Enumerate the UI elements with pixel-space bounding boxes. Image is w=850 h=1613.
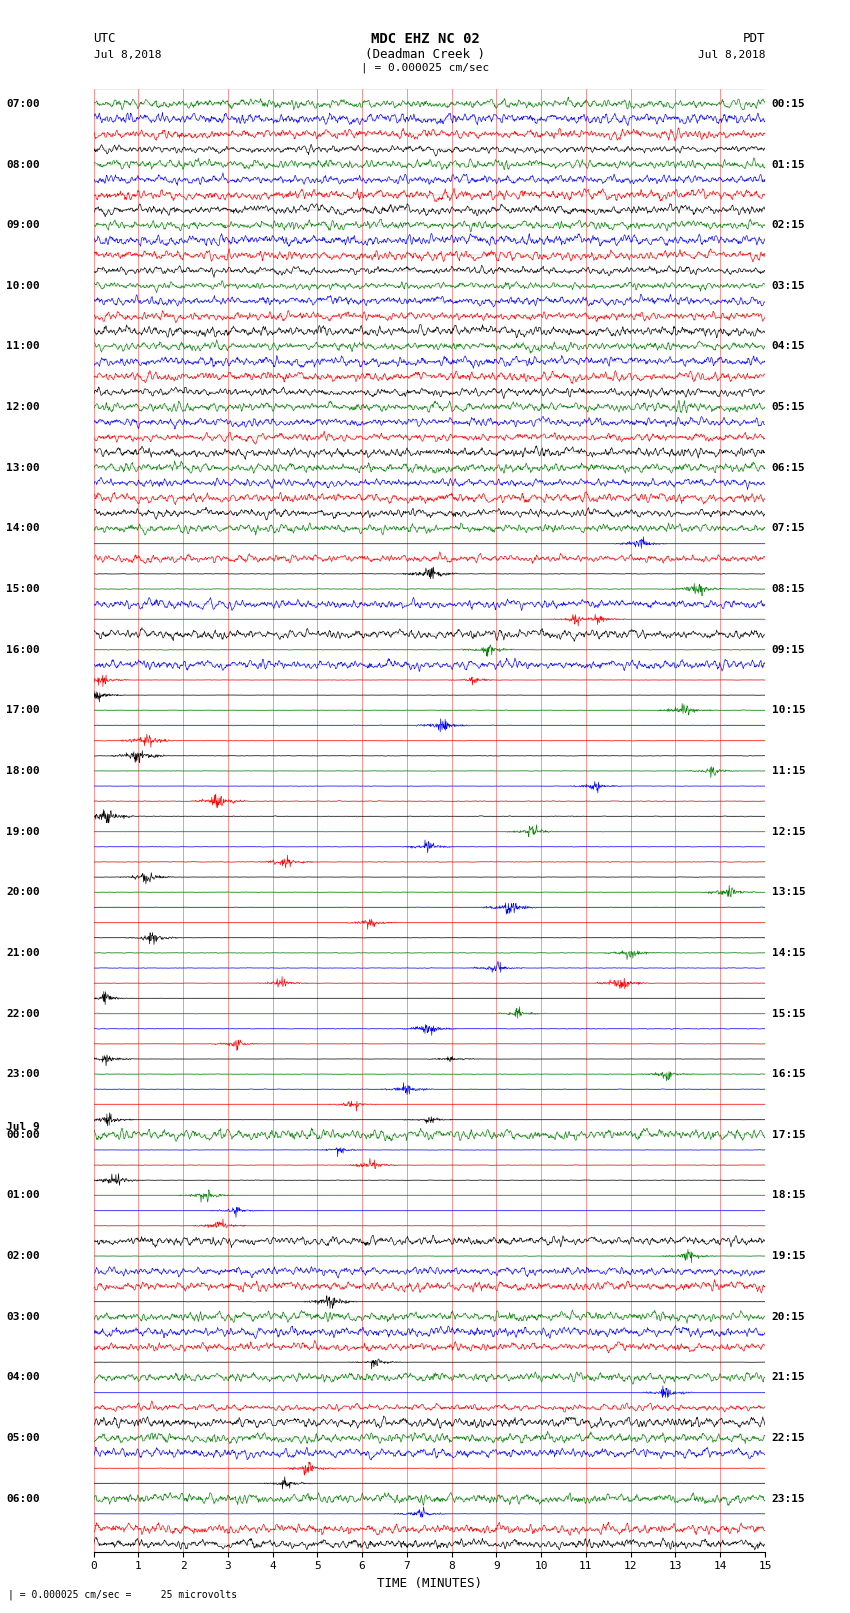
Text: 17:15: 17:15 [772,1129,806,1140]
Text: 12:15: 12:15 [772,826,806,837]
Text: 20:15: 20:15 [772,1311,806,1321]
Text: 23:00: 23:00 [6,1069,40,1079]
Text: 05:00: 05:00 [6,1432,40,1444]
Text: 19:00: 19:00 [6,826,40,837]
Text: 09:15: 09:15 [772,645,806,655]
Text: 20:00: 20:00 [6,887,40,897]
Text: 03:00: 03:00 [6,1311,40,1321]
Text: 16:00: 16:00 [6,645,40,655]
Text: 22:00: 22:00 [6,1008,40,1018]
Text: 00:00: 00:00 [6,1129,40,1140]
Text: 13:00: 13:00 [6,463,40,473]
Text: 03:15: 03:15 [772,281,806,290]
Text: 05:15: 05:15 [772,402,806,411]
Text: 18:15: 18:15 [772,1190,806,1200]
Text: UTC: UTC [94,32,116,45]
Text: 15:15: 15:15 [772,1008,806,1018]
Text: 10:00: 10:00 [6,281,40,290]
Text: 00:15: 00:15 [772,98,806,108]
Text: 16:15: 16:15 [772,1069,806,1079]
Text: 02:00: 02:00 [6,1252,40,1261]
Text: 07:00: 07:00 [6,98,40,108]
Text: 06:15: 06:15 [772,463,806,473]
Text: PDT: PDT [743,32,765,45]
Text: 01:00: 01:00 [6,1190,40,1200]
Text: Jul 8,2018: Jul 8,2018 [698,50,765,60]
X-axis label: TIME (MINUTES): TIME (MINUTES) [377,1578,482,1590]
Text: 15:00: 15:00 [6,584,40,594]
Text: 06:00: 06:00 [6,1494,40,1503]
Text: 09:00: 09:00 [6,219,40,231]
Text: 04:00: 04:00 [6,1373,40,1382]
Text: 21:15: 21:15 [772,1373,806,1382]
Text: 10:15: 10:15 [772,705,806,715]
Text: 21:00: 21:00 [6,948,40,958]
Text: 07:15: 07:15 [772,523,806,534]
Text: 02:15: 02:15 [772,219,806,231]
Text: 18:00: 18:00 [6,766,40,776]
Text: Jul 8,2018: Jul 8,2018 [94,50,161,60]
Text: 12:00: 12:00 [6,402,40,411]
Text: 13:15: 13:15 [772,887,806,897]
Text: 11:15: 11:15 [772,766,806,776]
Text: Jul 9: Jul 9 [6,1123,40,1132]
Text: MDC EHZ NC 02: MDC EHZ NC 02 [371,32,479,47]
Text: 01:15: 01:15 [772,160,806,169]
Text: 17:00: 17:00 [6,705,40,715]
Text: (Deadman Creek ): (Deadman Creek ) [365,48,485,61]
Text: 11:00: 11:00 [6,342,40,352]
Text: 08:00: 08:00 [6,160,40,169]
Text: 23:15: 23:15 [772,1494,806,1503]
Text: 04:15: 04:15 [772,342,806,352]
Text: 14:00: 14:00 [6,523,40,534]
Text: 08:15: 08:15 [772,584,806,594]
Text: 22:15: 22:15 [772,1432,806,1444]
Text: | = 0.000025 cm/sec: | = 0.000025 cm/sec [361,63,489,74]
Text: 14:15: 14:15 [772,948,806,958]
Text: | = 0.000025 cm/sec =     25 microvolts: | = 0.000025 cm/sec = 25 microvolts [8,1589,238,1600]
Text: 19:15: 19:15 [772,1252,806,1261]
